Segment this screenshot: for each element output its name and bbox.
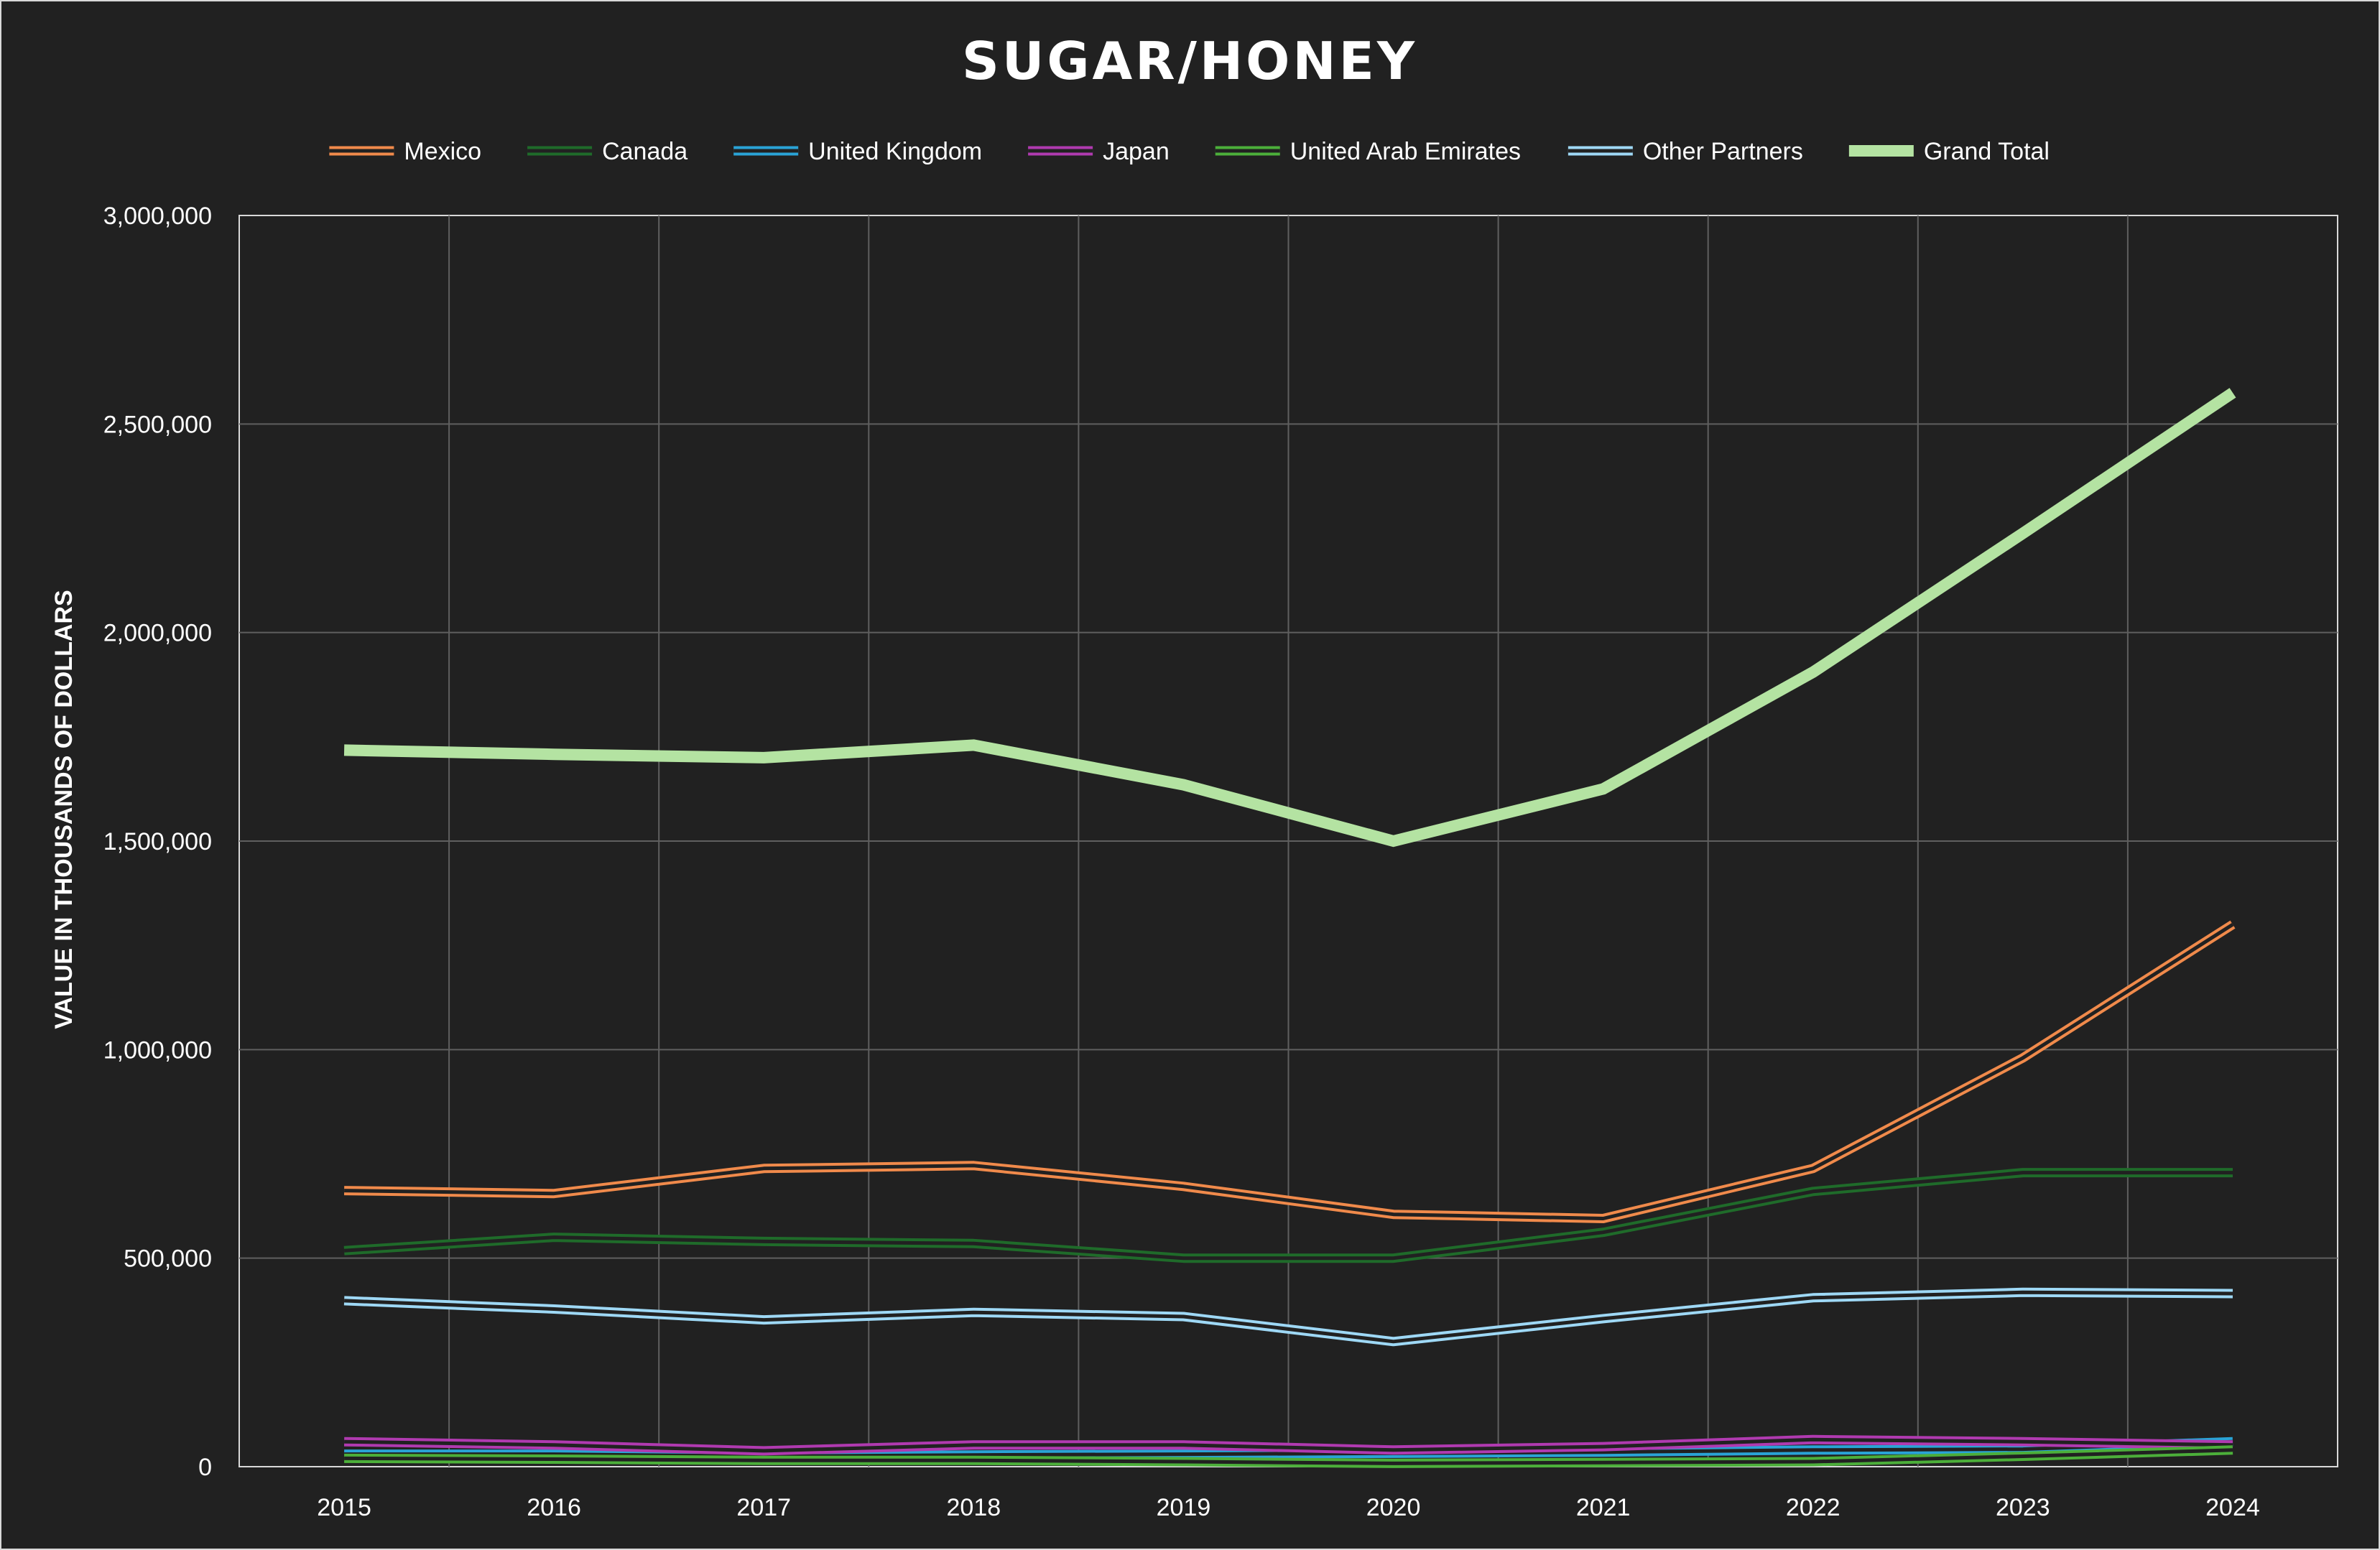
legend-label: Japan: [1103, 138, 1170, 165]
x-tick-label: 2022: [1786, 1494, 1840, 1521]
x-tick-label: 2016: [527, 1494, 581, 1521]
series-canada: [343, 1168, 2233, 1263]
x-tick-label: 2019: [1157, 1494, 1211, 1521]
series-grand-total: [343, 388, 2236, 848]
x-tick-label: 2020: [1366, 1494, 1421, 1521]
x-tick-label: 2024: [2205, 1494, 2260, 1521]
x-tick-label: 2021: [1576, 1494, 1631, 1521]
legend-label: Canada: [602, 138, 687, 165]
y-tick-label: 500,000: [124, 1245, 212, 1273]
series-other-partners: [343, 1287, 2233, 1347]
series-line-inner-other-partners: [344, 1290, 2233, 1344]
y-axis-label: VALUE IN THOUSANDS OF DOLLARS: [50, 590, 78, 1029]
chart-legend: Mexico Canada United Kingdom Japan United Ar…: [329, 138, 2050, 165]
legend-item-united-arab-emirates: United Arab Emirates: [1215, 138, 1521, 165]
series-united-arab-emirates: [344, 1445, 2233, 1468]
legend-label: United Kingdom: [808, 138, 982, 165]
legend-label: Grand Total: [1924, 138, 2050, 165]
legend-item-japan: Japan: [1028, 138, 1170, 165]
series-line-inner-united-arab-emirates: [344, 1448, 2233, 1465]
y-tick-label: 2,000,000: [103, 620, 212, 647]
legend-item-canada: Canada: [527, 138, 687, 165]
y-tick-label: 2,500,000: [103, 411, 212, 438]
legend-item-united-kingdom: United Kingdom: [733, 138, 982, 165]
series-line-grand-total: [343, 388, 2236, 848]
x-tick-label: 2015: [317, 1494, 371, 1521]
series-line-inner-canada: [343, 1171, 2233, 1261]
x-tick-label: 2023: [1996, 1494, 2050, 1521]
x-tick-label: 2017: [736, 1494, 791, 1521]
y-tick-label: 3,000,000: [103, 203, 212, 230]
series-line-inner-japan: [344, 1437, 2233, 1453]
legend-item-mexico: Mexico: [329, 138, 481, 165]
legend-label: Mexico: [404, 138, 481, 165]
series-mexico: [344, 920, 2236, 1223]
y-tick-label: 0: [198, 1454, 212, 1481]
legend-item-other-partners: Other Partners: [1568, 138, 1803, 165]
plot-area: 0 500,000 1,000,000 1,500,000 2,000,000 2,500…: [103, 203, 2338, 1521]
legend-item-grand-total: Grand Total: [1848, 138, 2050, 165]
y-tick-label: 1,500,000: [103, 828, 212, 855]
x-tick-label: 2018: [947, 1494, 1001, 1521]
legend-label: United Arab Emirates: [1290, 138, 1521, 165]
series-japan: [343, 1434, 2233, 1456]
chart-title: SUGAR/HONEY: [962, 31, 1417, 91]
series-line-inner-mexico: [344, 922, 2234, 1220]
y-tick-label: 1,000,000: [103, 1036, 212, 1064]
legend-label: Other Partners: [1643, 138, 1803, 165]
